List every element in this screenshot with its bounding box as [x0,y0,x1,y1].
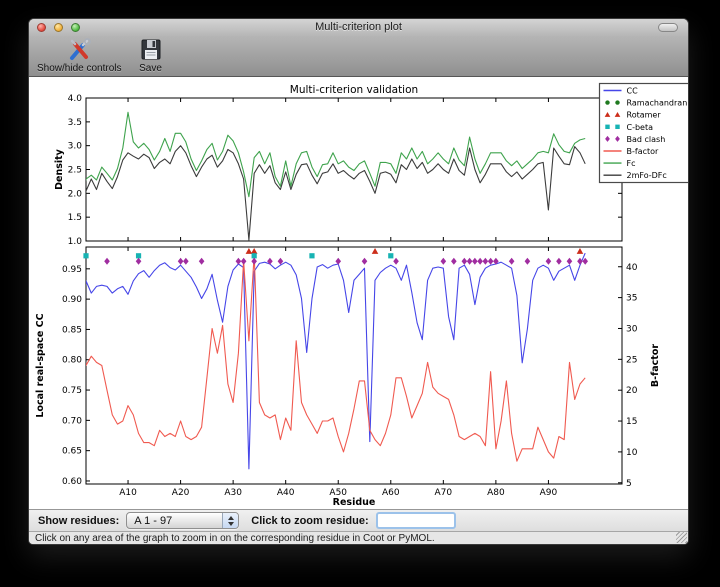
save-label: Save [139,63,162,74]
show-hide-controls-button[interactable]: Show/hide controls [37,37,122,74]
stepper-arrows-icon [222,513,239,528]
svg-text:0.65: 0.65 [62,447,82,457]
save-icon [138,37,164,63]
svg-text:Ramachandran: Ramachandran [627,99,688,108]
svg-text:Local real-space CC: Local real-space CC [35,313,46,417]
svg-text:15: 15 [626,417,637,427]
svg-text:A10: A10 [119,488,137,498]
window-titlebar[interactable]: Multi-criterion plot [29,19,688,36]
svg-text:Multi-criterion validation: Multi-criterion validation [290,84,418,96]
svg-text:3.0: 3.0 [68,142,83,152]
control-bar: Show residues: A 1 - 97 Click to zoom re… [29,509,688,531]
svg-text:A90: A90 [540,488,558,498]
show-hide-controls-label: Show/hide controls [37,63,122,74]
zoom-residue-label: Click to zoom residue: [251,514,369,527]
zoom-button[interactable] [71,23,80,32]
svg-text:A50: A50 [329,488,347,498]
svg-text:5: 5 [626,479,632,489]
svg-text:B-factor: B-factor [650,344,661,387]
svg-text:0.75: 0.75 [62,386,82,396]
svg-text:B-factor: B-factor [627,147,660,156]
svg-text:30: 30 [626,324,638,334]
status-bar: Click on any area of the graph to zoom i… [29,531,688,544]
svg-text:CC: CC [627,87,639,96]
toolbar-toggle-button[interactable] [658,23,678,32]
resize-grip-icon[interactable] [676,532,687,543]
window-title: Multi-criterion plot [315,21,402,33]
svg-text:Rotamer: Rotamer [627,111,662,120]
svg-text:2.0: 2.0 [68,189,83,199]
svg-text:2.5: 2.5 [68,166,82,176]
svg-text:A60: A60 [382,488,400,498]
svg-text:1.0: 1.0 [68,237,83,247]
svg-text:3.5: 3.5 [68,118,82,128]
svg-text:1.5: 1.5 [68,213,82,223]
svg-text:0.80: 0.80 [62,356,82,366]
svg-text:0.95: 0.95 [62,265,82,275]
zoom-residue-input[interactable] [375,512,456,529]
svg-text:A70: A70 [435,488,453,498]
svg-text:A20: A20 [172,488,190,498]
svg-text:35: 35 [626,294,637,304]
svg-text:C-beta: C-beta [627,123,654,132]
svg-text:2mFo-DFc: 2mFo-DFc [627,171,667,180]
close-button[interactable] [37,23,46,32]
svg-text:0.70: 0.70 [62,416,82,426]
toolbar: Show/hide controls Save [29,36,688,77]
svg-text:0.85: 0.85 [62,325,82,335]
plot-canvas: A10 A20 A30 A40 A50 A60 A70 A80 A90 1.0 1.5 2.0 2.5 3… [29,77,688,509]
show-residues-value: A 1 - 97 [134,514,173,527]
svg-text:40: 40 [626,263,638,273]
svg-text:Fc: Fc [627,159,636,168]
svg-text:A80: A80 [487,488,505,498]
save-button[interactable]: Save [138,37,164,74]
tools-icon [66,37,92,63]
show-residues-select[interactable]: A 1 - 97 [126,512,240,529]
status-text: Click on any area of the graph to zoom i… [35,532,435,544]
app-window: Multi-criterion plot Show/hide controls [28,18,689,545]
svg-text:Residue: Residue [333,497,376,508]
svg-text:25: 25 [626,355,637,365]
svg-text:0.60: 0.60 [62,477,82,487]
svg-text:0.90: 0.90 [62,295,82,305]
svg-text:4.0: 4.0 [68,94,83,104]
svg-text:Bad clash: Bad clash [627,135,666,144]
svg-text:A30: A30 [224,488,242,498]
svg-text:Density: Density [54,148,65,190]
svg-text:A40: A40 [277,488,295,498]
svg-text:20: 20 [626,386,638,396]
show-residues-label: Show residues: [38,514,120,527]
multi-criterion-plot[interactable]: A10 A20 A30 A40 A50 A60 A70 A80 A90 1.0 1.5 2.0 2.5 3… [29,77,689,509]
minimize-button[interactable] [54,23,63,32]
svg-text:10: 10 [626,448,638,458]
